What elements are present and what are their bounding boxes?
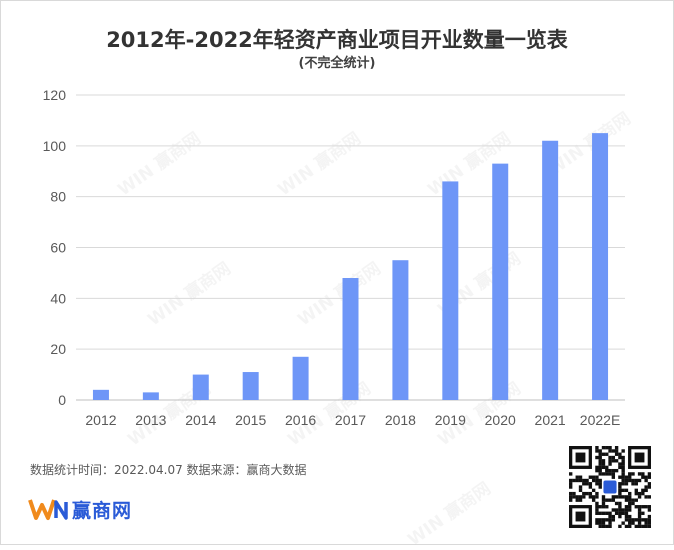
x-tick-label: 2021 — [535, 412, 566, 428]
bar-2020 — [492, 163, 509, 400]
y-tick-label: 40 — [50, 290, 66, 306]
x-tick-label: 2022E — [580, 412, 620, 428]
win-logo-icon — [28, 499, 68, 520]
bar-2014 — [192, 374, 209, 400]
qr-code-icon — [568, 445, 652, 529]
bar-2019 — [442, 181, 459, 400]
x-tick-label: 2016 — [285, 412, 316, 428]
x-tick-label: 2020 — [485, 412, 516, 428]
brand-logo[interactable]: 赢商网 — [28, 494, 132, 524]
x-tick-label: 2015 — [235, 412, 266, 428]
y-tick-label: 80 — [50, 189, 66, 205]
y-tick-label: 0 — [58, 392, 66, 408]
x-tick-label: 2019 — [435, 412, 466, 428]
bar-2022E — [592, 133, 609, 400]
x-tick-label: 2014 — [185, 412, 216, 428]
bar-2017 — [342, 278, 359, 400]
x-tick-label: 2017 — [335, 412, 366, 428]
bar-2015 — [242, 372, 259, 400]
chart-subtitle: (不完全统计) — [298, 56, 376, 71]
bar-2012 — [92, 389, 109, 400]
bar-2021 — [542, 140, 559, 400]
bar-2013 — [142, 392, 159, 400]
y-tick-label: 20 — [50, 341, 66, 357]
footer-source-note: 数据统计时间：2022.04.07 数据来源：赢商大数据 — [30, 463, 307, 477]
chart-title: 2012年-2022年轻资产商业项目开业数量一览表 — [106, 28, 568, 52]
bar-2018 — [392, 260, 409, 400]
y-tick-label: 60 — [50, 240, 66, 256]
x-tick-label: 2012 — [85, 412, 116, 428]
y-tick-label: 100 — [43, 138, 67, 154]
brand-logo-text: 赢商网 — [72, 499, 133, 522]
x-tick-label: 2013 — [135, 412, 166, 428]
y-tick-label: 120 — [43, 87, 67, 103]
x-tick-label: 2018 — [385, 412, 416, 428]
bar-2016 — [292, 356, 309, 400]
